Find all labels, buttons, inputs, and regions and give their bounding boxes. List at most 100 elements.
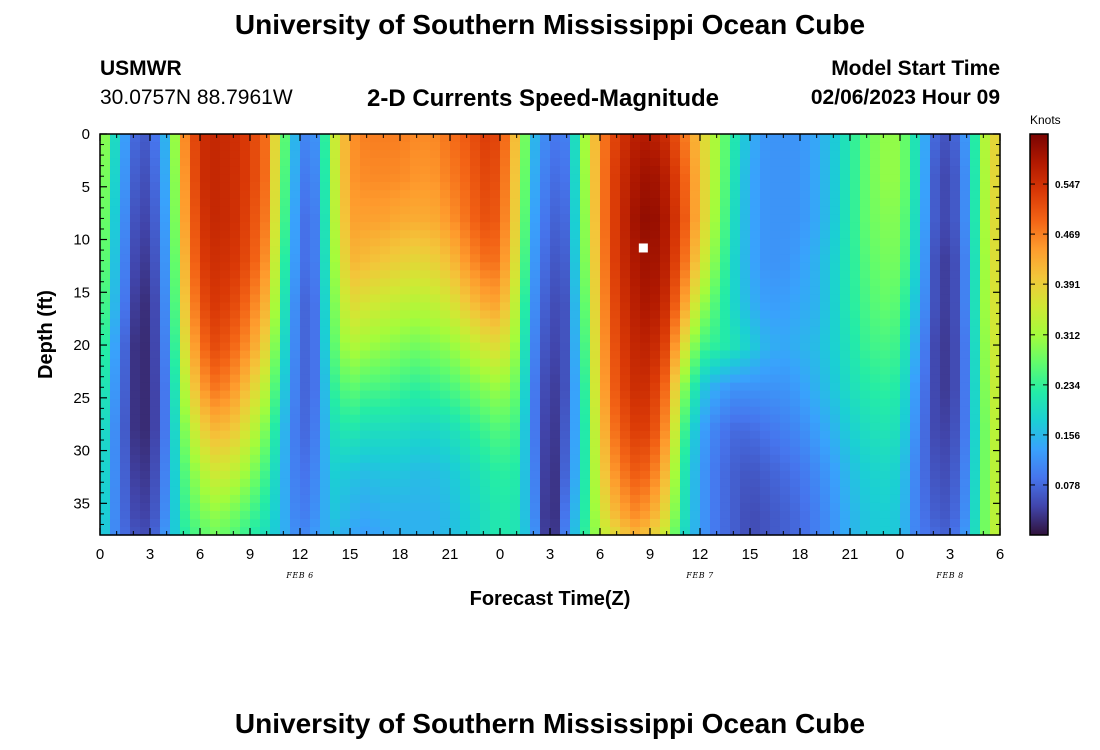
heatmap-cell [990,310,1001,320]
y-axis-label: Depth (ft) [35,290,57,379]
heatmap-cell [420,302,431,312]
heatmap-cell [950,206,961,215]
heatmap-cell [360,358,371,368]
heatmap-cell [270,302,281,312]
heatmap-cell [250,502,261,512]
heatmap-cell [720,278,731,287]
heatmap-cell [150,446,161,456]
heatmap-cell [370,142,381,151]
heatmap-cell [510,198,521,207]
heatmap-cell [440,262,451,271]
heatmap-cell [310,238,321,247]
heatmap-cell [130,438,141,448]
heatmap-cell [990,422,1001,432]
heatmap-cell [770,502,781,512]
heatmap-cell [790,230,801,239]
heatmap-cell [160,166,171,175]
heatmap-cell [100,334,111,344]
heatmap-cell [900,390,911,400]
heatmap-cell [940,182,951,191]
heatmap-cell [540,286,551,295]
heatmap-cell [990,478,1001,488]
heatmap-cell [450,350,461,360]
heatmap-cell [340,286,351,295]
heatmap-cell [730,254,741,263]
heatmap-cell [840,302,851,312]
heatmap-cell [580,174,591,183]
heatmap-cell [460,326,471,336]
heatmap-cell [470,518,481,528]
heatmap-cell [400,310,411,320]
heatmap-cell [370,134,381,143]
heatmap-cell [360,270,371,279]
heatmap-cell [860,230,871,239]
heatmap-cell [380,222,391,231]
heatmap-cell [540,294,551,304]
heatmap-cell [620,358,631,368]
heatmap-cell [200,142,211,151]
x-tick-label: 0 [896,546,904,563]
heatmap-cell [810,214,821,223]
heatmap-cell [850,134,861,143]
heatmap-cell [220,470,231,480]
heatmap-cell [480,166,491,175]
heatmap-cell [880,214,891,223]
heatmap-cell [910,414,921,424]
heatmap-cell [700,166,711,175]
heatmap-cell [460,390,471,400]
heatmap-cell [830,422,841,432]
heatmap-cell [860,326,871,336]
heatmap-cell [630,526,641,536]
heatmap-cell [260,150,271,159]
heatmap-cell [950,526,961,536]
heatmap-cell [130,430,141,440]
heatmap-cell [790,190,801,199]
heatmap-cell [560,446,571,456]
heatmap-cell [620,206,631,215]
heatmap-cell [930,158,941,167]
heatmap-cell [620,350,631,360]
heatmap-cell [230,470,241,480]
heatmap-cell [960,398,971,408]
heatmap-cell [900,382,911,392]
heatmap-cell [590,174,601,183]
heatmap-cell [900,526,911,536]
heatmap-cell [990,286,1001,295]
heatmap-cell [730,206,741,215]
heatmap-cell [830,214,841,223]
heatmap-cell [500,526,511,536]
heatmap-cell [420,390,431,400]
heatmap-cell [810,350,821,360]
heatmap-cell [820,182,831,191]
heatmap-cell [320,382,331,392]
heatmap-cell [340,398,351,408]
heatmap-cell [520,142,531,151]
heatmap-cell [280,414,291,424]
heatmap-cell [340,446,351,456]
heatmap-cell [280,270,291,279]
heatmap-cell [230,254,241,263]
heatmap-cell [470,206,481,215]
heatmap-cell [920,430,931,440]
heatmap-cell [880,278,891,287]
heatmap-cell [490,214,501,223]
heatmap-cell [730,398,741,408]
heatmap-cell [730,142,741,151]
heatmap-cell [150,286,161,295]
heatmap-cell [620,494,631,504]
heatmap-cell [170,278,181,287]
heatmap-cell [610,350,621,360]
heatmap-cell [830,166,841,175]
heatmap-cell [990,254,1001,263]
heatmap-cell [250,198,261,207]
heatmap-cell [690,518,701,528]
heatmap-cell [220,150,231,159]
x-tick-label: 15 [342,546,359,563]
heatmap-cell [210,182,221,191]
heatmap-cell [260,190,271,199]
heatmap-cell [690,278,701,287]
heatmap-cell [720,182,731,191]
x-tick-label: 18 [392,546,409,563]
heatmap-cell [110,470,121,480]
heatmap-cell [500,278,511,287]
